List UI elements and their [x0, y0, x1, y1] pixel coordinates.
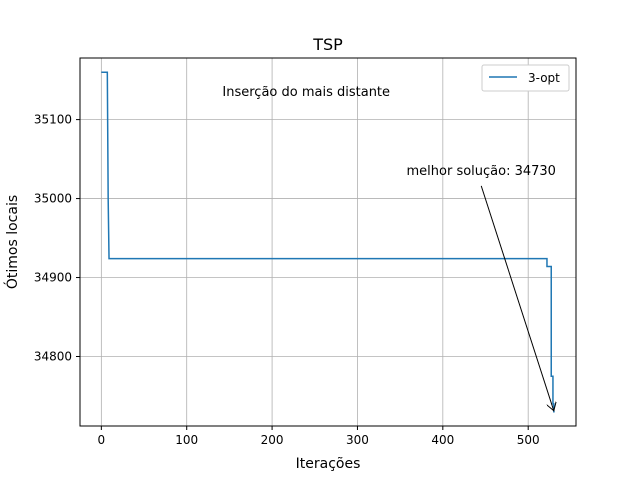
annotation-arrow	[480, 185, 554, 411]
y-axis-label: Ótimos locais	[3, 195, 21, 289]
chart-title: TSP	[312, 35, 343, 54]
annotation-best-solution: melhor solução: 34730	[407, 164, 556, 179]
tick-layer: 0 100 200 300 400 500 34800 34900 35000 35100	[34, 113, 540, 447]
y-tick-label: 34800	[34, 350, 72, 364]
x-tick-label: 200	[261, 433, 284, 447]
y-tick-label: 35000	[34, 192, 72, 206]
legend-box	[481, 64, 570, 92]
x-tick-label: 0	[98, 433, 106, 447]
y-tick-label: 35100	[34, 113, 72, 127]
x-tick-label: 500	[517, 433, 540, 447]
grid-layer	[80, 58, 576, 426]
x-tick-label: 300	[346, 433, 369, 447]
x-tick-label: 100	[175, 433, 198, 447]
series-layer	[101, 71, 555, 413]
x-tick-label: 400	[431, 433, 454, 447]
legend-label-3-opt: 3-opt	[528, 71, 560, 85]
legend: 3-opt	[481, 64, 570, 92]
annotation-method: Inserção do mais distante	[222, 85, 390, 100]
y-tick-label: 34900	[34, 271, 72, 285]
x-axis-label: Iterações	[296, 456, 361, 472]
series-line-3-opt	[101, 71, 555, 413]
plot-frame	[79, 57, 577, 427]
